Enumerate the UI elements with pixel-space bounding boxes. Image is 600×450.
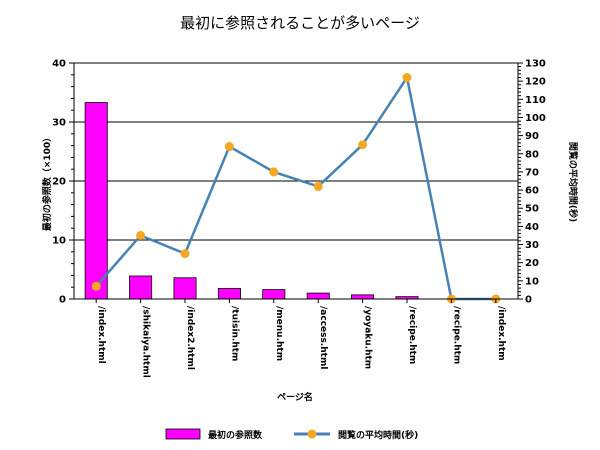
line-point	[269, 167, 279, 177]
y-right-tick-label: 0	[525, 295, 532, 306]
x-tick-label: /index.htm	[496, 306, 506, 361]
line-point	[402, 73, 412, 83]
series-line	[95, 74, 496, 301]
y-right-tick-label: 120	[525, 77, 546, 88]
bar	[217, 287, 241, 300]
legend-bar-swatch	[165, 428, 201, 440]
x-tick-label: /recipe.htm	[407, 306, 417, 364]
y-right-tick-label: 130	[525, 59, 546, 70]
line-point	[180, 249, 190, 259]
y-right-tick-label: 40	[525, 222, 539, 233]
y-right-tick-label: 90	[525, 131, 539, 142]
bar	[129, 275, 153, 300]
x-tick-label: /menu.htm	[274, 306, 284, 361]
line-point	[313, 181, 323, 191]
x-tick-label: /shikaiya.html	[141, 306, 151, 378]
y-right-tick-label: 70	[525, 167, 539, 178]
y-axis-left-title: 最初の参照数（×100）	[41, 133, 53, 231]
x-tick-label: /recipe.htm	[451, 306, 461, 364]
bar	[173, 277, 197, 300]
x-tick-label: /yoyaku.htm	[363, 306, 373, 369]
line-point	[224, 142, 234, 152]
x-axis-title: ページ名	[277, 391, 313, 403]
x-tick-label: /index2.html	[185, 306, 195, 370]
line-point	[136, 230, 146, 240]
bar	[306, 292, 330, 300]
y-right-tick-label: 60	[525, 186, 539, 197]
y-left-tick-label: 30	[52, 118, 66, 129]
bar	[262, 289, 286, 300]
y-right-tick-label: 110	[525, 95, 546, 106]
x-tick-label: /access.html	[318, 306, 328, 369]
y-right-tick-label: 100	[525, 113, 546, 124]
y-left-tick-label: 0	[59, 295, 66, 306]
y-left-tick-label: 20	[52, 177, 66, 188]
y-right-tick-label: 10	[525, 276, 539, 287]
x-tick-label: /tuisin.htm	[229, 306, 239, 361]
legend-bar-label: 最初の参照数	[208, 429, 263, 441]
legend-line-marker	[307, 429, 317, 439]
y-left-tick-label: 10	[52, 236, 66, 247]
chart-title: 最初に参照されることが多いページ	[180, 14, 420, 32]
y-axis-right-title: 閲覧の平均時間(秒)	[567, 142, 579, 222]
y-right-tick-label: 20	[525, 258, 539, 269]
legend-line-label: 閲覧の平均時間(秒)	[338, 429, 418, 441]
legend: 最初の参照数 閲覧の平均時間(秒)	[165, 428, 418, 441]
bar	[351, 294, 375, 300]
y-right-tick-label: 80	[525, 149, 539, 160]
y-right-tick-label: 50	[525, 204, 539, 215]
x-tick-label: /index.html	[96, 306, 106, 364]
bar	[84, 102, 108, 300]
y-right-tick-label: 30	[525, 240, 539, 251]
line-point	[91, 281, 101, 291]
y-left-tick-label: 40	[52, 59, 66, 70]
line-point	[358, 140, 368, 150]
